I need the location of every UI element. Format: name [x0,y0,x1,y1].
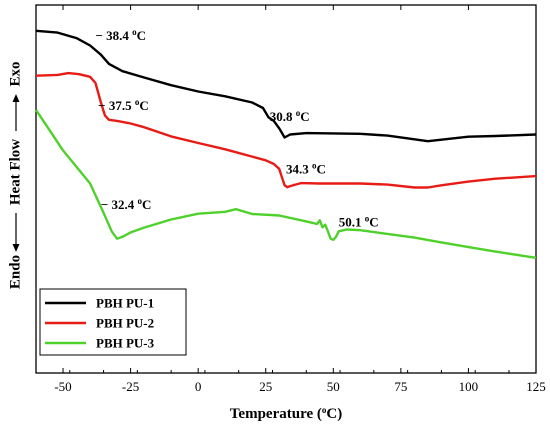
transition-label: 50.1 oC [339,214,379,230]
series-line-1 [35,29,537,143]
transition-label: − 32.4 oC [101,196,152,212]
x-tick-label: 100 [459,379,479,394]
tick-layer: -50 -25 0 25 50 75 100 125 [35,5,546,394]
x-tick-label: 25 [259,379,272,394]
legend-label: PBH PU-1 [96,296,154,311]
y-axis-arrowhead-down [12,244,20,252]
legend-label: PBH PU-2 [96,316,154,331]
y-axis-arrowhead-up [12,94,20,102]
x-tick-label: 125 [526,379,546,394]
x-tick-label: 50 [327,379,340,394]
annotation-layer: − 38.4 oC − 37.5 oC 30.8 oC 34.3 oC − 32.4 o… [95,27,378,230]
transition-label: − 38.4 oC [95,27,146,43]
series-line-2 [35,71,537,189]
legend: PBH PU-1 PBH PU-2 PBH PU-3 [39,288,187,356]
series-line-3 [35,109,537,259]
series-layer [35,29,537,259]
x-axis-title: Temperature (oC) [230,405,342,422]
x-tick-label: 75 [394,379,407,394]
y-axis-title-endo: Endo [7,255,23,289]
transition-label: 34.3 oC [286,161,326,177]
x-tick-label: -25 [122,379,139,394]
x-tick-label: -50 [54,379,71,394]
plot-area [35,4,537,374]
y-axis-title: Endo Heat Flow Exo [7,61,23,289]
y-axis-title-exo: Exo [7,61,23,86]
x-tick-label: 0 [195,379,202,394]
transition-label: 30.8 oC [270,108,310,124]
transition-label: − 37.5 oC [98,97,149,113]
y-axis-title-heat-flow: Heat Flow [7,139,23,205]
legend-label: PBH PU-3 [96,336,155,351]
plot-frame [35,4,537,374]
